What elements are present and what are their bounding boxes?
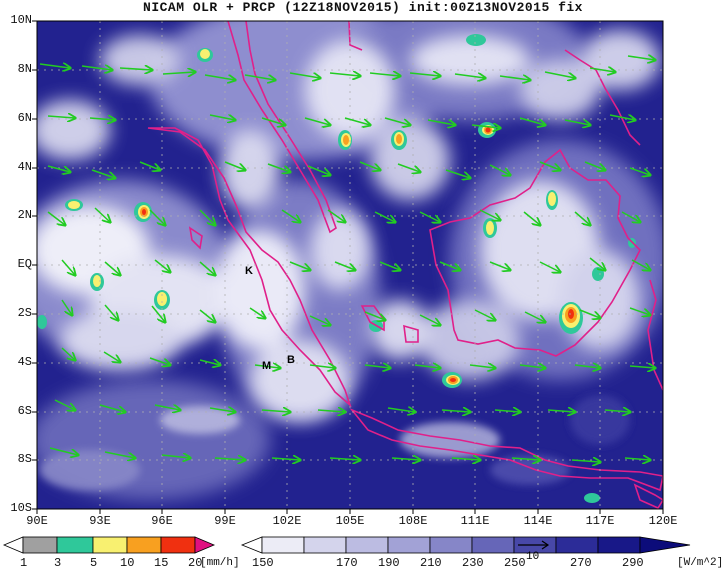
lon-label-120e: 120E <box>648 514 678 528</box>
precip-cb-right-tip <box>194 536 216 554</box>
olr-colorbar <box>240 536 691 554</box>
bangka-island <box>360 305 385 332</box>
olr-cb-label-150: 150 <box>252 556 274 570</box>
marker-k: K <box>245 265 253 277</box>
lat-label-eq: EQ <box>17 257 32 271</box>
lon-label-117e: 117E <box>585 514 615 528</box>
precip-cb-bin-5 <box>160 536 196 554</box>
precip-cb-bin-3 <box>92 536 128 554</box>
lat-label-6n: 6N <box>17 111 32 125</box>
map-title: NICAM OLR + PRCP (12Z18NOV2015) init:00Z… <box>143 0 583 15</box>
lat-label-4s: 4S <box>17 355 32 369</box>
olr-unit: [W/m^2] <box>677 557 724 569</box>
lon-label-114e: 114E <box>523 514 553 528</box>
sumatra-coast <box>147 127 352 408</box>
borneo-coast <box>429 148 641 357</box>
lat-label-2n: 2N <box>17 208 32 222</box>
marker-b: B <box>287 354 295 366</box>
belitung-island <box>403 324 419 343</box>
lat-label-10s: 10S <box>10 501 32 515</box>
precip-cb-label-3: 3 <box>54 556 62 570</box>
olr-cb-label-230: 230 <box>462 556 484 570</box>
axis-ticks <box>32 20 664 514</box>
northern-coast <box>564 49 641 146</box>
olr-cb-right-tip <box>639 536 691 554</box>
olr-cb-label-250: 250 <box>504 556 526 570</box>
lat-label-10n: 10N <box>10 13 32 27</box>
precip-cb-label-20: 20 <box>188 556 203 570</box>
lon-label-108e: 108E <box>398 514 428 528</box>
olr-cb-label-170: 170 <box>336 556 358 570</box>
lon-label-93e: 93E <box>89 514 111 528</box>
lon-label-105e: 105E <box>335 514 365 528</box>
hainan-vietnam-coast <box>348 21 363 51</box>
precip-cb-bin-2 <box>56 536 94 554</box>
precip-cb-label-1: 1 <box>20 556 28 570</box>
precip-cb-bin-1 <box>22 536 58 554</box>
wind-vectors <box>39 56 655 462</box>
lon-label-99e: 99E <box>214 514 236 528</box>
wind-reference: 10 <box>518 540 550 563</box>
olr-cb-left-tip <box>240 536 263 554</box>
riau-island <box>188 226 203 250</box>
java-coast <box>349 408 663 492</box>
precip-cb-label-5: 5 <box>90 556 98 570</box>
olr-field <box>37 21 663 509</box>
precip-unit: [mm/h] <box>200 557 240 569</box>
malay-peninsula-coast <box>227 21 337 234</box>
place-markers: K M B <box>245 265 295 372</box>
precip-cb-left-tip <box>2 536 24 554</box>
lat-label-6s: 6S <box>17 404 32 418</box>
precip-cb-label-10: 10 <box>120 556 135 570</box>
wind-reference-label: 10 <box>526 551 539 563</box>
olr-cb-label-270: 270 <box>570 556 592 570</box>
lon-label-102e: 102E <box>272 514 302 528</box>
lon-label-111e: 111E <box>460 514 490 528</box>
lon-label-90e: 90E <box>26 514 48 528</box>
lon-label-96e: 96E <box>151 514 173 528</box>
lat-label-8n: 8N <box>17 62 32 76</box>
precip-cb-label-15: 15 <box>154 556 169 570</box>
bali-lombok-coast <box>633 483 663 509</box>
olr-cb-label-290: 290 <box>622 556 644 570</box>
lat-label-2s: 2S <box>17 306 32 320</box>
sulawesi-coast <box>647 279 663 391</box>
lat-label-8s: 8S <box>17 452 32 466</box>
olr-cb-label-190: 190 <box>378 556 400 570</box>
olr-cb-label-210: 210 <box>420 556 442 570</box>
marker-m: M <box>262 360 271 372</box>
coastlines <box>147 21 663 509</box>
gridlines <box>37 21 663 509</box>
lat-label-4n: 4N <box>17 160 32 174</box>
precip-colorbar <box>2 536 216 554</box>
precip-cb-bin-4 <box>126 536 162 554</box>
